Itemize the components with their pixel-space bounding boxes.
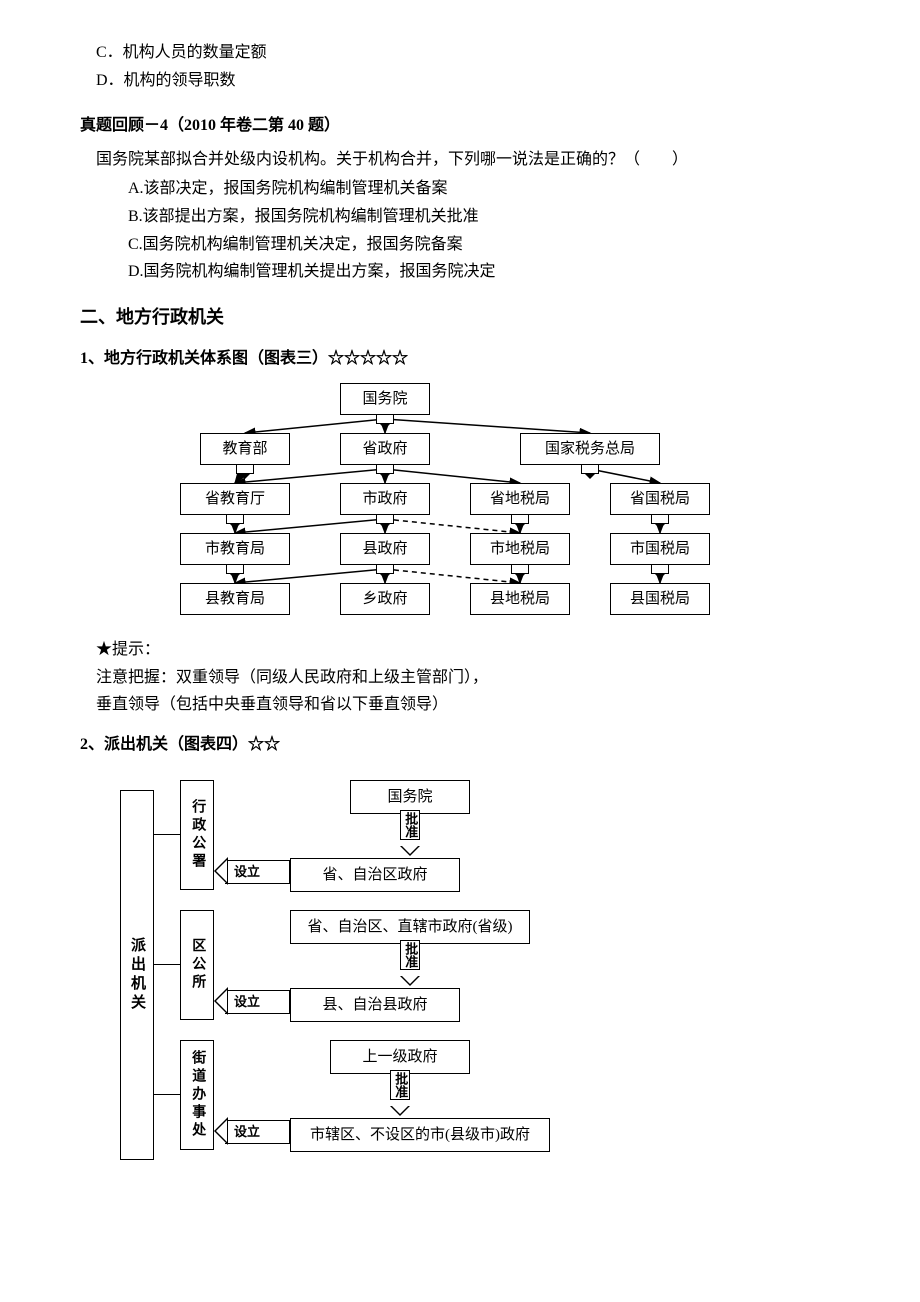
main-label-dispatched: 派出机关 [120, 790, 154, 1160]
review4-option-c: C.国务院机构编制管理机关决定，报国务院备案 [128, 232, 840, 258]
group-1-setup-arrow: 设立 [214, 990, 290, 1012]
group-2-approve: 批准 [390, 1070, 410, 1100]
option-c: C．机构人员的数量定额 [96, 40, 840, 66]
node-shidsj: 市地税局 [470, 533, 570, 565]
group-2-setup-arrow: 设立 [214, 1120, 290, 1142]
node-shenggsj: 省国税局 [610, 483, 710, 515]
node-shizf: 市政府 [340, 483, 430, 515]
group-1-bottom-node: 县、自治县政府 [290, 988, 460, 1022]
group-0-setup-label: 设立 [234, 862, 260, 883]
group-1-approve: 批准 [400, 940, 420, 970]
node-jiaoyubu: 教育部 [200, 433, 290, 465]
group-1-setup-label: 设立 [234, 992, 260, 1013]
group-vlabel-1: 区公所 [180, 910, 214, 1020]
group-0-setup-arrow: 设立 [214, 860, 290, 882]
group-2-bottom-node: 市辖区、不设区的市(县级市)政府 [290, 1118, 550, 1152]
group-vlabel-0: 行政公署 [180, 780, 214, 890]
section-2-heading: 二、地方行政机关 [80, 303, 840, 332]
group-0-approve: 批准 [400, 810, 420, 840]
tip-line1: 注意把握：双重领导（同级人民政府和上级主管部门）， [96, 665, 840, 691]
node-xiandsj: 县地税局 [470, 583, 570, 615]
diagram-local-admin: 国务院教育部 省政府 国家税务总局省教育厅 市政府 省地税局 省国税局市教育局 县政府 市地税… [140, 383, 780, 623]
node-shengdsj: 省地税局 [470, 483, 570, 515]
group-1-top-node: 省、自治区、直辖市政府(省级) [290, 910, 530, 944]
review4-option-d: D.国务院机构编制管理机关提出方案，报国务院决定 [128, 259, 840, 285]
group-2-setup-label: 设立 [234, 1122, 260, 1143]
group-1-approve-arrow [400, 976, 420, 986]
node-xiangsj: 县国税局 [610, 583, 710, 615]
node-shijyj: 市教育局 [180, 533, 290, 565]
node-guoshui: 国家税务总局 [520, 433, 660, 465]
node-xianjyj: 县教育局 [180, 583, 290, 615]
sub2-title: 2、派出机关（图表四）☆☆ [80, 732, 840, 758]
node-shigsj: 市国税局 [610, 533, 710, 565]
node-shengjyt: 省教育厅 [180, 483, 290, 515]
review4-option-b: B.该部提出方案，报国务院机构编制管理机关批准 [128, 204, 840, 230]
sub1-title: 1、地方行政机关体系图（图表三）☆☆☆☆☆ [80, 346, 840, 372]
diagram-dispatched-organs: 派出机关行政公署国务院批准省、自治区政府设立区公所省、自治区、直辖市政府(省级)… [120, 770, 560, 1190]
tip-line2: 垂直领导（包括中央垂直领导和省以下垂直领导） [96, 692, 840, 718]
option-d: D．机构的领导职数 [96, 68, 840, 94]
node-xianzf: 县政府 [340, 533, 430, 565]
tip-star: ★提示： [96, 637, 840, 663]
review4-title: 真题回顾－4（2010 年卷二第 40 题） [80, 113, 840, 139]
node-guowuyuan: 国务院 [340, 383, 430, 415]
group-vlabel-2: 街道办事处 [180, 1040, 214, 1150]
group-0-approve-arrow [400, 846, 420, 856]
node-xiangzf: 乡政府 [340, 583, 430, 615]
group-2-top-node: 上一级政府 [330, 1040, 470, 1074]
review4-option-a: A.该部决定，报国务院机构编制管理机关备案 [128, 176, 840, 202]
node-shengzf: 省政府 [340, 433, 430, 465]
review4-question: 国务院某部拟合并处级内设机构。关于机构合并，下列哪一说法是正确的？（ ） [96, 147, 840, 173]
group-0-bottom-node: 省、自治区政府 [290, 858, 460, 892]
group-0-top-node: 国务院 [350, 780, 470, 814]
group-2-approve-arrow [390, 1106, 410, 1116]
